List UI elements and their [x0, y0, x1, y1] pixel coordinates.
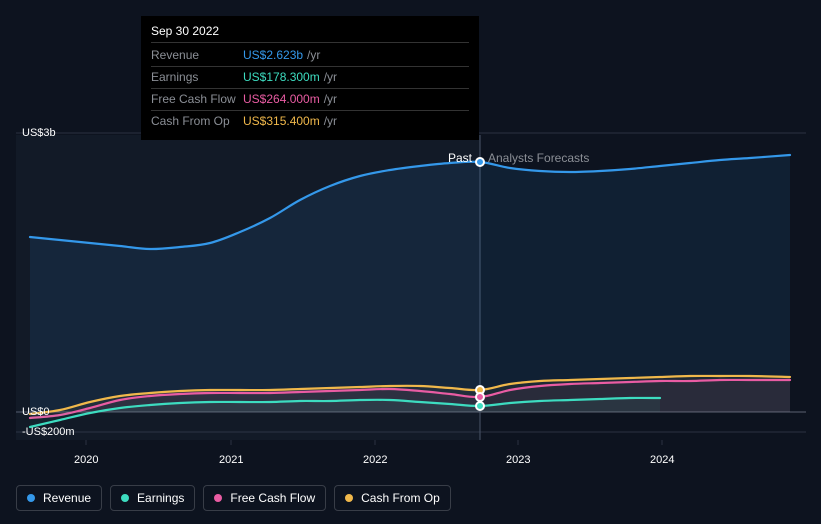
- chart-marker: [475, 157, 485, 167]
- tooltip-metric-value: US$315.400m: [243, 113, 320, 130]
- legend-dot-icon: [214, 494, 222, 502]
- tooltip-metric-label: Revenue: [151, 47, 243, 64]
- tooltip-row: Free Cash FlowUS$264.000m/yr: [151, 89, 469, 111]
- tooltip-row: Cash From OpUS$315.400m/yr: [151, 111, 469, 132]
- tooltip-metric-label: Cash From Op: [151, 113, 243, 130]
- legend-dot-icon: [121, 494, 129, 502]
- chart-tooltip: Sep 30 2022 RevenueUS$2.623b/yrEarningsU…: [141, 16, 479, 140]
- tooltip-metric-value: US$264.000m: [243, 91, 320, 108]
- y-axis-tick-label: -US$200m: [22, 426, 75, 438]
- y-axis-tick-label: US$0: [22, 406, 50, 418]
- tooltip-metric-label: Free Cash Flow: [151, 91, 243, 108]
- x-axis-tick-label: 2021: [219, 454, 243, 466]
- legend-label: Cash From Op: [361, 491, 440, 505]
- legend-item-revenue[interactable]: Revenue: [16, 485, 102, 511]
- y-axis-tick-label: US$3b: [22, 127, 56, 139]
- x-axis-tick-label: 2022: [363, 454, 387, 466]
- tooltip-metric-value: US$178.300m: [243, 69, 320, 86]
- legend-label: Free Cash Flow: [230, 491, 315, 505]
- tooltip-date: Sep 30 2022: [151, 24, 469, 43]
- chart-marker: [475, 401, 485, 411]
- tooltip-metric-unit: /yr: [324, 91, 337, 108]
- legend-dot-icon: [345, 494, 353, 502]
- x-axis-tick-label: 2020: [74, 454, 98, 466]
- legend-item-cash-from-op[interactable]: Cash From Op: [334, 485, 451, 511]
- tooltip-metric-value: US$2.623b: [243, 47, 303, 64]
- legend-item-earnings[interactable]: Earnings: [110, 485, 195, 511]
- x-axis-tick-label: 2024: [650, 454, 674, 466]
- x-axis-tick-label: 2023: [506, 454, 530, 466]
- forecast-label: Analysts Forecasts: [488, 151, 589, 165]
- tooltip-row: EarningsUS$178.300m/yr: [151, 67, 469, 89]
- tooltip-row: RevenueUS$2.623b/yr: [151, 45, 469, 67]
- tooltip-metric-unit: /yr: [324, 113, 337, 130]
- tooltip-metric-label: Earnings: [151, 69, 243, 86]
- legend-label: Earnings: [137, 491, 184, 505]
- past-label: Past: [448, 151, 472, 165]
- tooltip-metric-unit: /yr: [324, 69, 337, 86]
- legend-label: Revenue: [43, 491, 91, 505]
- tooltip-metric-unit: /yr: [307, 47, 320, 64]
- chart-legend: Revenue Earnings Free Cash Flow Cash From O…: [16, 485, 451, 511]
- legend-item-free-cash-flow[interactable]: Free Cash Flow: [203, 485, 326, 511]
- legend-dot-icon: [27, 494, 35, 502]
